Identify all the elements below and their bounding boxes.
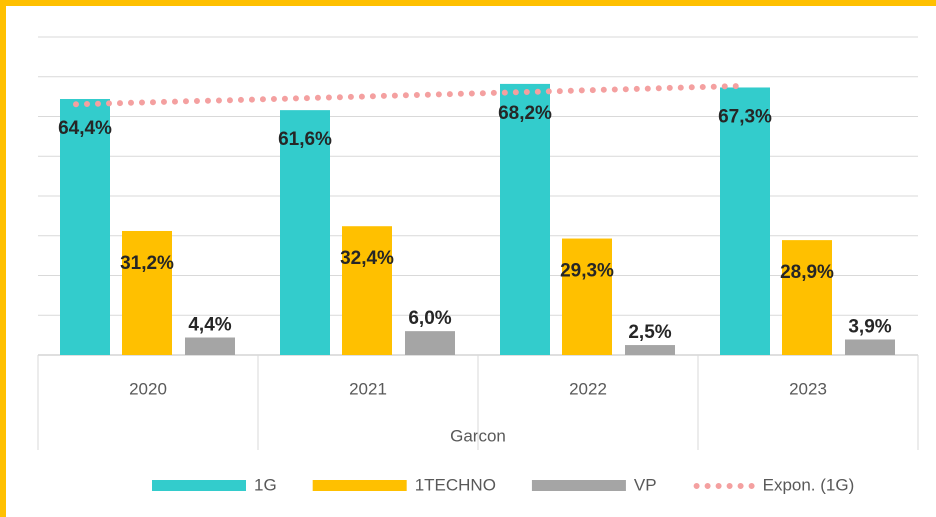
bar [500, 83, 550, 355]
data-label: 3,9% [848, 317, 891, 338]
trendline [73, 83, 739, 108]
x-tick-label: 2020 [129, 379, 167, 398]
bar [60, 99, 110, 355]
data-label: 68,2% [498, 103, 552, 124]
bar [342, 226, 392, 355]
bar [405, 331, 455, 355]
data-label: 2,5% [628, 322, 671, 343]
data-label: 28,9% [780, 262, 834, 283]
data-label: 64,4% [58, 118, 112, 139]
bar [122, 230, 172, 355]
legend-label: 1TECHNO [415, 475, 496, 494]
data-label: 67,3% [718, 106, 772, 127]
legend-swatch [531, 480, 626, 491]
bar [280, 110, 330, 355]
legend-swatch [152, 480, 246, 491]
data-label: 32,4% [340, 248, 394, 269]
legend-label: Expon. (1G) [763, 475, 855, 494]
bar [625, 345, 675, 355]
legend-label: 1G [254, 475, 277, 494]
x-tick-label: 2023 [789, 379, 827, 398]
data-label: 61,6% [278, 129, 332, 150]
bar [720, 87, 770, 356]
bar [845, 339, 895, 355]
bar [185, 337, 235, 355]
bar [562, 238, 612, 355]
legend-swatch [312, 480, 407, 491]
data-label: 31,2% [120, 253, 174, 274]
data-label: 4,4% [188, 315, 231, 336]
data-label: 6,0% [408, 308, 451, 329]
data-label: 29,3% [560, 261, 614, 282]
legend-label: VP [634, 475, 657, 494]
bar [782, 240, 832, 355]
x-tick-label: 2021 [349, 379, 387, 398]
x-tick-label: 2022 [569, 379, 607, 398]
